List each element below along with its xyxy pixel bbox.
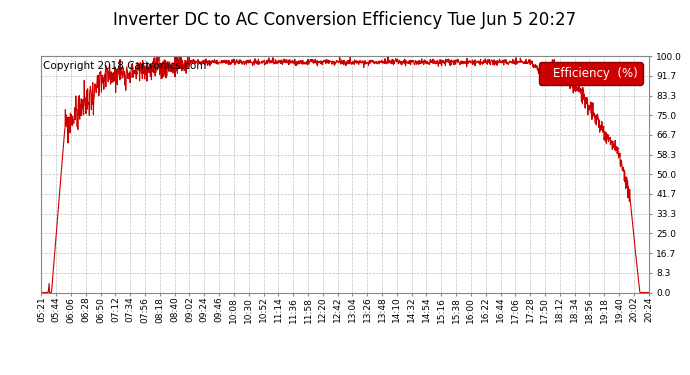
Text: Inverter DC to AC Conversion Efficiency Tue Jun 5 20:27: Inverter DC to AC Conversion Efficiency …	[113, 11, 577, 29]
Text: Copyright 2018 Cartronics.com: Copyright 2018 Cartronics.com	[43, 61, 206, 71]
Legend: Efficiency  (%): Efficiency (%)	[539, 62, 642, 85]
